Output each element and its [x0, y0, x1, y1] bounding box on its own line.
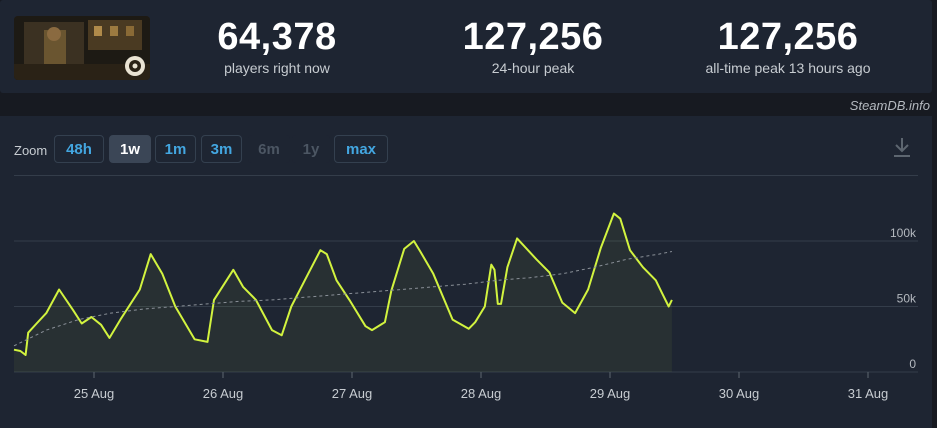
day-peak-value: 127,256: [462, 16, 604, 58]
steamdb-credit[interactable]: SteamDB.info: [849, 98, 930, 113]
x-tick-label: 25 Aug: [74, 386, 115, 401]
y-tick-label: 50k: [897, 292, 917, 306]
y-tick-label: 100k: [890, 226, 917, 240]
zoom-1y-button: 1y: [292, 135, 330, 163]
x-tick-label: 26 Aug: [203, 386, 244, 401]
series-line-average: [13, 251, 672, 347]
x-tick-label: 29 Aug: [590, 386, 631, 401]
download-icon[interactable]: [892, 136, 912, 158]
zoom-3m-button[interactable]: 3m: [201, 135, 242, 163]
zoom-1m-button[interactable]: 1m: [155, 135, 196, 163]
zoom-max-button[interactable]: max: [334, 135, 388, 163]
zoom-6m-button: 6m: [248, 135, 290, 163]
current-players-value: 64,378: [217, 16, 337, 58]
day-peak-label: 24-hour peak: [491, 60, 575, 76]
zoom-1w-button[interactable]: 1w: [109, 135, 151, 163]
all-time-peak-value: 127,256: [717, 16, 859, 58]
all-time-peak-label: all-time peak 13 hours ago: [705, 60, 871, 76]
zoom-48h-button[interactable]: 48h: [54, 135, 104, 163]
x-tick-label: 30 Aug: [719, 386, 760, 401]
game-thumbnail[interactable]: [14, 16, 150, 80]
x-tick-label: 28 Aug: [461, 386, 502, 401]
x-tick-label: 31 Aug: [848, 386, 889, 401]
current-players-stat: 64,378 players right now: [157, 16, 397, 76]
day-peak-stat: 127,256 24-hour peak: [413, 16, 653, 76]
x-tick-label: 27 Aug: [332, 386, 373, 401]
chart-panel: 25 Aug 26 Aug 27 Aug 28 Aug 29 Aug 30 Aug 31 A…: [0, 116, 932, 428]
series-area: [14, 213, 672, 372]
all-time-peak-stat: 127,256 all-time peak 13 hours ago: [668, 16, 908, 76]
y-tick-label: 0: [909, 357, 916, 371]
current-players-label: players right now: [224, 60, 330, 76]
series-line-players: [13, 212, 673, 356]
game-thumbnail-image: [14, 16, 150, 80]
player-count-chart: 25 Aug 26 Aug 27 Aug 28 Aug 29 Aug 30 Aug 31 A…: [13, 175, 918, 401]
zoom-label: Zoom: [14, 143, 48, 158]
stats-bar: 64,378 players right now 127,256 24-hour…: [0, 0, 932, 93]
